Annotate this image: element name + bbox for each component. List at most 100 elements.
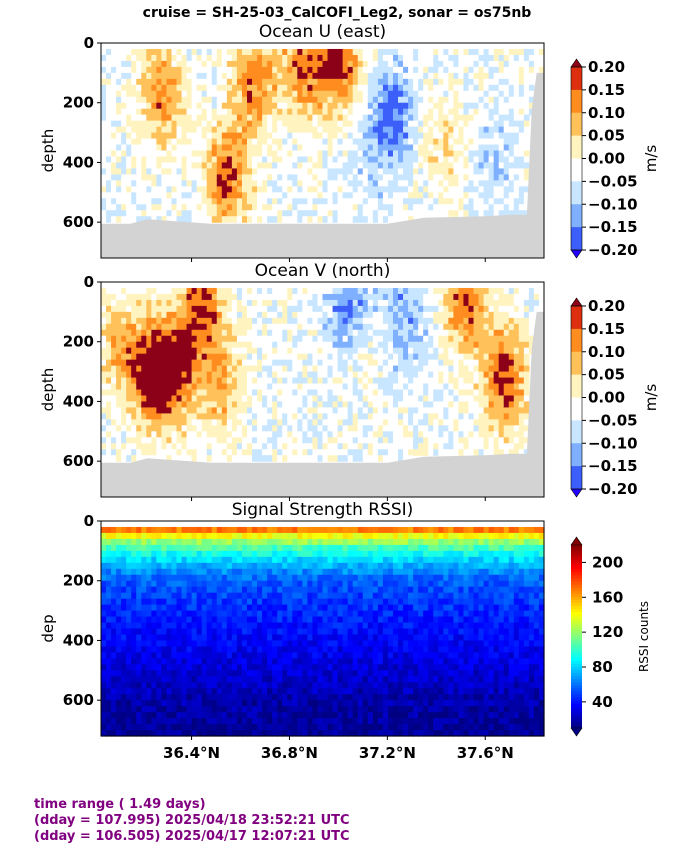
data-cell <box>473 186 480 193</box>
data-cell <box>106 347 112 355</box>
data-cell <box>221 371 228 379</box>
data-cell <box>116 54 122 62</box>
data-cell <box>483 323 490 331</box>
data-cell <box>362 84 369 92</box>
data-cell <box>473 138 480 146</box>
data-cell <box>191 413 198 420</box>
data-cell <box>362 156 369 164</box>
data-cell <box>377 413 384 420</box>
data-cell <box>463 401 470 409</box>
data-cell <box>216 347 223 355</box>
data-cell <box>257 192 263 199</box>
data-cell <box>297 395 303 403</box>
data-cell <box>161 54 168 62</box>
data-cell <box>111 437 117 444</box>
data-cell <box>418 204 424 211</box>
data-cell <box>166 371 173 379</box>
data-cell <box>126 186 132 193</box>
data-cell <box>458 287 465 295</box>
data-cell <box>216 126 223 134</box>
data-cell <box>236 449 243 456</box>
data-cell <box>181 198 188 205</box>
data-cell <box>151 150 157 158</box>
data-cell <box>322 401 329 409</box>
data-cell <box>352 341 359 349</box>
data-cell <box>257 335 263 343</box>
data-cell <box>211 186 218 193</box>
data-cell <box>423 114 429 122</box>
data-cell <box>312 114 319 122</box>
data-cell <box>267 126 273 134</box>
data-cell <box>357 389 364 397</box>
data-cell <box>428 168 434 175</box>
data-cell <box>307 389 314 397</box>
data-cell <box>101 365 107 373</box>
data-cell <box>116 108 122 116</box>
data-cell <box>121 329 127 337</box>
data-cell <box>136 216 142 223</box>
data-cell <box>493 389 500 397</box>
data-cell <box>337 455 344 462</box>
data-cell <box>342 96 349 104</box>
data-cell <box>186 305 193 313</box>
data-cell <box>216 443 223 450</box>
data-cell <box>377 377 384 385</box>
data-cell <box>342 150 349 158</box>
data-cell <box>312 204 319 211</box>
data-cell <box>226 407 233 414</box>
data-cell <box>463 204 470 211</box>
data-cell <box>423 329 429 337</box>
data-cell <box>478 174 485 181</box>
data-cell <box>448 138 454 146</box>
data-cell <box>413 443 419 450</box>
data-cell <box>352 174 359 181</box>
data-cell <box>453 54 460 62</box>
y-axis-label: depth <box>39 129 57 173</box>
data-cell <box>342 311 349 319</box>
data-cell <box>367 192 374 199</box>
data-cell <box>372 138 379 146</box>
data-cell <box>453 150 460 158</box>
data-cell <box>236 90 243 98</box>
y-tick-label: 0 <box>84 273 94 291</box>
data-cell <box>413 311 419 319</box>
data-cell <box>473 371 480 379</box>
data-cell <box>211 132 218 140</box>
data-cell <box>101 204 107 211</box>
data-cell <box>392 311 399 319</box>
data-cell <box>483 431 490 438</box>
data-cell <box>357 96 364 104</box>
data-cell <box>503 401 510 409</box>
data-cell <box>141 437 147 444</box>
data-cell <box>438 401 444 409</box>
data-cell <box>201 425 208 432</box>
data-cell <box>317 210 324 217</box>
data-cell <box>121 341 127 349</box>
data-cell <box>428 54 434 62</box>
data-cell <box>418 120 424 128</box>
data-cell <box>287 78 293 86</box>
data-cell <box>518 108 525 116</box>
data-cell <box>377 335 384 343</box>
data-cell <box>262 413 268 420</box>
data-cell <box>377 389 384 397</box>
data-cell <box>453 317 460 325</box>
data-cell <box>408 287 414 295</box>
data-cell <box>498 395 505 403</box>
data-cell <box>196 54 203 62</box>
data-cell <box>146 389 152 397</box>
data-cell <box>372 78 379 86</box>
data-cell <box>236 96 243 104</box>
data-cell <box>372 132 379 140</box>
data-cell <box>483 204 490 211</box>
data-cell <box>352 449 359 456</box>
data-cell <box>166 395 173 403</box>
data-cell <box>171 443 178 450</box>
data-cell <box>518 437 525 444</box>
data-cell <box>111 443 117 450</box>
data-cell <box>342 389 349 397</box>
data-cell <box>508 317 515 325</box>
data-cell <box>332 204 339 211</box>
data-cell <box>307 210 314 217</box>
data-cell <box>292 156 298 164</box>
